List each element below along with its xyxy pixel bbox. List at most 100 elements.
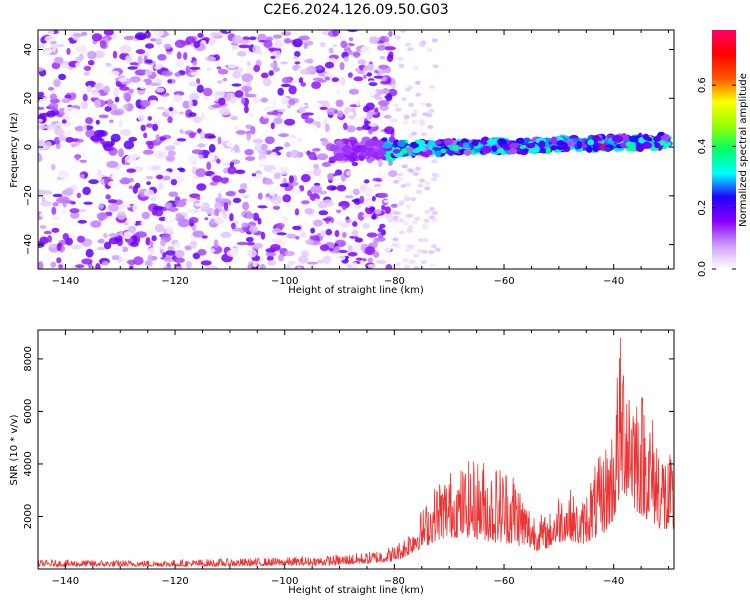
noise-cell: [421, 225, 428, 230]
noise-cell: [311, 81, 322, 89]
noise-cell: [252, 260, 258, 268]
noise-cell: [212, 175, 223, 183]
signal-cell: [448, 150, 454, 156]
noise-cell: [326, 181, 335, 187]
noise-cell: [320, 230, 327, 237]
x-tick-label: −100: [271, 576, 298, 587]
noise-cell: [140, 221, 146, 226]
noise-cell: [290, 149, 300, 159]
noise-cell: [375, 260, 387, 264]
noise-cell: [346, 125, 356, 133]
noise-cell: [379, 223, 386, 229]
noise-cell: [276, 113, 282, 118]
noise-cell: [319, 190, 327, 195]
noise-cell: [123, 140, 135, 150]
noise-cell: [96, 212, 108, 221]
noise-cell: [69, 166, 78, 171]
noise-cell: [322, 199, 335, 207]
noise-cell: [114, 40, 120, 50]
noise-cell: [296, 266, 302, 269]
signal-cell: [503, 143, 509, 150]
noise-cell: [226, 141, 235, 148]
noise-cell: [150, 197, 157, 202]
signal-cell: [538, 140, 546, 148]
noise-cell: [150, 99, 159, 107]
noise-cell: [253, 242, 264, 249]
noise-cell: [322, 255, 332, 264]
noise-cell: [206, 67, 212, 72]
signal-cell: [654, 142, 661, 149]
colorbar-tick-label: 0.6: [697, 77, 708, 93]
noise-cell: [292, 38, 303, 48]
noise-cell: [229, 96, 237, 104]
noise-cell: [216, 66, 222, 70]
noise-cell: [154, 78, 163, 84]
signal-cell: [587, 139, 595, 146]
y-tick-label: 2000: [23, 504, 34, 529]
noise-cell: [207, 135, 217, 139]
noise-cell: [317, 79, 327, 83]
noise-cell: [417, 238, 424, 243]
signal-cell: [329, 144, 340, 152]
signal-cell: [334, 140, 343, 145]
signal-cell: [612, 135, 623, 143]
noise-cell: [357, 211, 365, 221]
noise-cell: [402, 120, 409, 125]
noise-cell: [272, 66, 280, 72]
noise-cell: [76, 192, 82, 199]
noise-cell: [167, 116, 173, 124]
noise-cell: [222, 77, 228, 82]
noise-cell: [49, 93, 58, 101]
noise-cell: [380, 80, 391, 85]
noise-cell: [272, 99, 277, 108]
spectrogram-y-label: Frequency (Hz): [9, 112, 20, 188]
noise-cell: [372, 239, 379, 248]
noise-cell: [332, 43, 337, 48]
noise-cell: [350, 244, 363, 254]
noise-cell: [151, 235, 157, 242]
noise-cell: [268, 187, 277, 197]
noise-cell: [162, 252, 167, 259]
noise-cell: [117, 61, 122, 70]
noise-cell: [336, 184, 347, 192]
y-tick-label: 0: [23, 144, 34, 150]
noise-cell: [399, 230, 405, 235]
signal-cell: [334, 153, 345, 160]
noise-cell: [343, 56, 349, 62]
noise-cell: [155, 134, 161, 143]
noise-cell: [108, 203, 119, 212]
noise-cell: [295, 236, 300, 240]
noise-cell: [330, 36, 336, 43]
noise-cell: [246, 132, 251, 141]
noise-cell: [319, 244, 330, 252]
noise-cell: [238, 44, 251, 49]
noise-cell: [223, 202, 229, 211]
noise-cell: [223, 262, 231, 269]
noise-cell: [65, 136, 74, 143]
noise-cell: [75, 62, 81, 68]
noise-cell: [417, 249, 424, 253]
noise-cell: [377, 227, 383, 233]
signal-cell: [462, 142, 470, 149]
noise-cell: [188, 132, 196, 139]
noise-cell: [306, 170, 316, 175]
signal-cell: [481, 145, 492, 154]
noise-cell: [80, 101, 88, 110]
noise-cell: [83, 72, 90, 76]
noise-cell: [134, 250, 142, 256]
figure-title: C2E6.2024.126.09.50.G03: [263, 2, 449, 18]
noise-cell: [284, 250, 295, 257]
noise-cell: [225, 191, 235, 197]
noise-cell: [407, 47, 414, 52]
noise-cell: [234, 90, 244, 98]
noise-cell: [57, 169, 69, 179]
noise-cell: [374, 107, 379, 113]
noise-cell: [58, 264, 64, 269]
noise-cell: [429, 263, 436, 268]
noise-cell: [38, 106, 45, 111]
noise-cell: [190, 71, 199, 76]
noise-cell: [397, 177, 404, 182]
noise-cell: [353, 204, 362, 209]
noise-cell: [164, 255, 174, 263]
noise-cell: [188, 208, 196, 213]
